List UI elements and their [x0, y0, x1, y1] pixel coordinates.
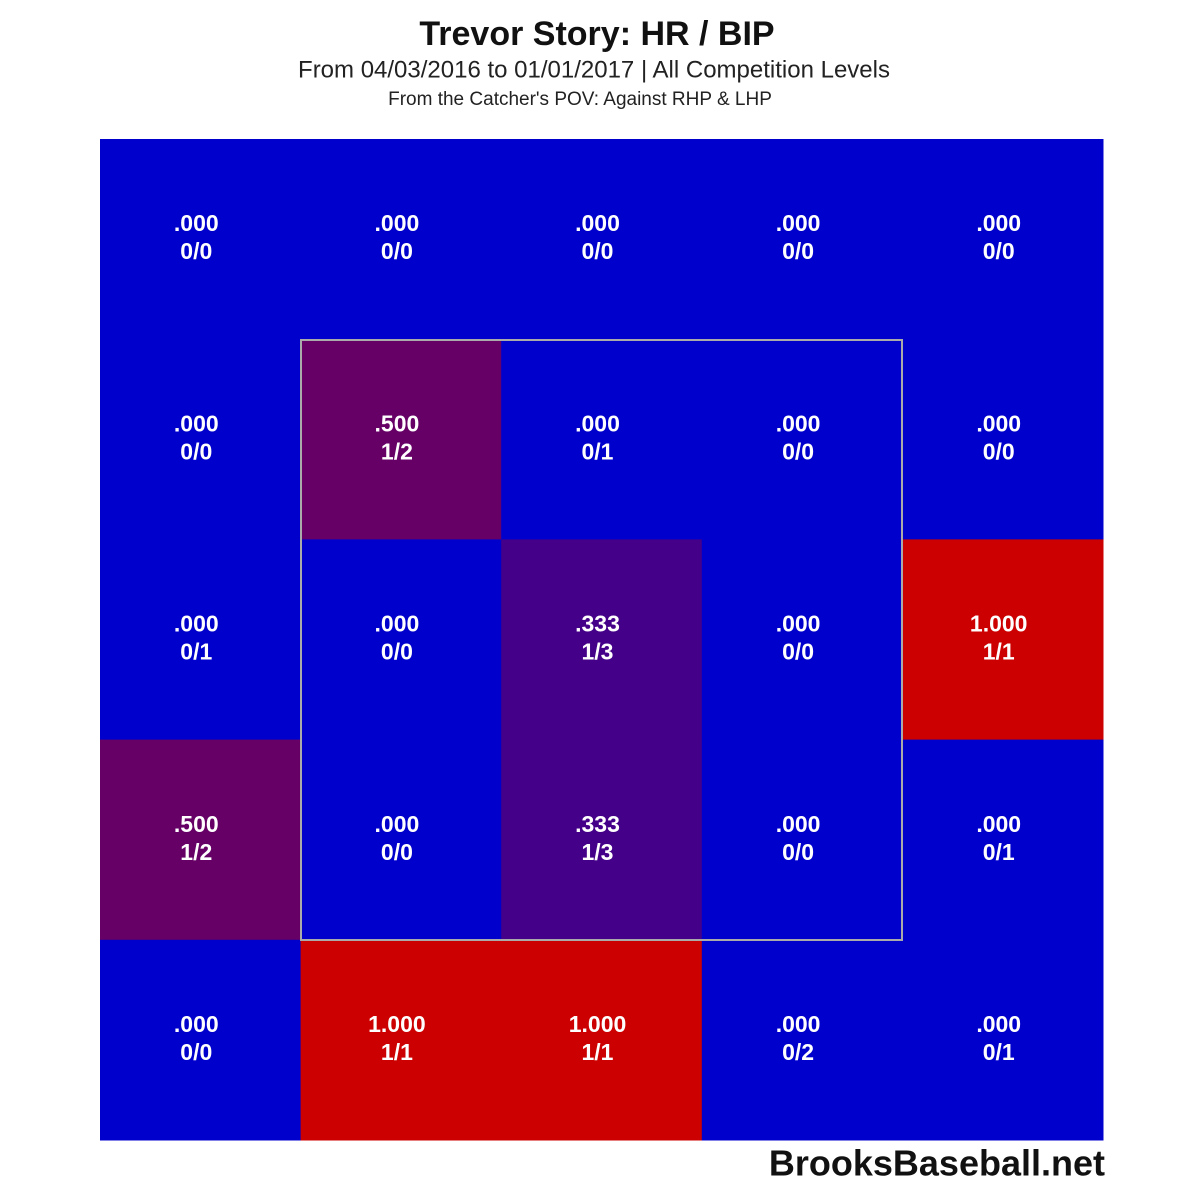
cell-fraction-label: 0/1: [180, 639, 212, 665]
chart-title: Trevor Story: HR / BIP: [419, 15, 774, 53]
heatmap-cell: [902, 739, 1104, 941]
heatmap-cell: [501, 939, 703, 1141]
cell-fraction-label: 0/0: [180, 238, 212, 264]
cell-fraction-label: 0/0: [782, 639, 814, 665]
heatmap-cell: [300, 939, 502, 1141]
heatmap-cell: [902, 539, 1104, 741]
heatmap-cell: [300, 139, 502, 340]
chart-subtitle: From 04/03/2016 to 01/01/2017 | All Comp…: [298, 56, 890, 83]
cell-value-label: .000: [375, 210, 420, 236]
cell-value-label: .500: [375, 410, 420, 436]
cell-fraction-label: 0/0: [381, 639, 413, 665]
heatmap-cell: [300, 739, 502, 941]
cell-fraction-label: 0/0: [582, 238, 614, 264]
cell-value-label: .000: [776, 410, 821, 436]
heatmap-cell: [501, 539, 703, 741]
cell-value-label: .000: [976, 811, 1021, 837]
heatmap-cell: [701, 939, 903, 1141]
heatmap-cell: [701, 139, 903, 340]
cell-value-label: .000: [776, 210, 821, 236]
cell-fraction-label: 0/0: [180, 1039, 212, 1065]
cell-fraction-label: 0/0: [381, 238, 413, 264]
cell-value-label: .000: [174, 611, 219, 637]
cell-fraction-label: 1/1: [582, 1039, 614, 1065]
cell-fraction-label: 0/2: [782, 1039, 814, 1065]
cell-fraction-label: 0/0: [180, 438, 212, 464]
cell-value-label: 1.000: [569, 1011, 627, 1037]
cell-value-label: 1.000: [368, 1011, 426, 1037]
cell-value-label: .000: [174, 210, 219, 236]
cell-value-label: .000: [375, 811, 420, 837]
heatmap-cell: [902, 939, 1104, 1141]
heatmap-cell: [100, 139, 302, 340]
cell-value-label: .000: [976, 410, 1021, 436]
cell-fraction-label: 1/2: [180, 839, 212, 865]
cell-value-label: .333: [575, 611, 620, 637]
cell-value-label: .000: [976, 210, 1021, 236]
heatmap-cell: [300, 339, 502, 540]
cell-fraction-label: 0/0: [782, 839, 814, 865]
cell-fraction-label: 0/1: [983, 839, 1015, 865]
cell-value-label: .500: [174, 811, 219, 837]
cell-value-label: .000: [174, 410, 219, 436]
cell-fraction-label: 1/3: [582, 839, 614, 865]
heatmap-cell: [100, 739, 302, 941]
cell-value-label: .000: [575, 210, 620, 236]
cell-fraction-label: 0/0: [782, 238, 814, 264]
heatmap-cell: [902, 339, 1104, 540]
cell-fraction-label: 0/0: [983, 438, 1015, 464]
cell-value-label: .000: [776, 1011, 821, 1037]
heatmap-cell: [701, 539, 903, 741]
cell-value-label: .000: [575, 410, 620, 436]
cell-fraction-label: 1/1: [381, 1039, 413, 1065]
cell-value-label: .000: [776, 611, 821, 637]
cell-value-label: .333: [575, 811, 620, 837]
cell-fraction-label: 0/1: [582, 438, 614, 464]
cell-value-label: .000: [375, 611, 420, 637]
cell-fraction-label: 0/0: [381, 839, 413, 865]
heatmap-cell: [501, 139, 703, 340]
strike-zone: [300, 339, 903, 941]
heatmap-cell: [501, 739, 703, 941]
cell-fraction-label: 0/0: [782, 438, 814, 464]
chart-note: From the Catcher's POV: Against RHP & LH…: [388, 89, 772, 110]
heatmap-cell: [701, 339, 903, 540]
heatmap-cell: [902, 139, 1104, 340]
heatmap-cell: [100, 939, 302, 1141]
source: BrooksBaseball.net: [769, 1143, 1105, 1184]
cell-fraction-label: 1/2: [381, 438, 413, 464]
heatmap-cell: [100, 539, 302, 741]
cell-value-label: .000: [776, 811, 821, 837]
cell-value-label: 1.000: [970, 611, 1028, 637]
cell-fraction-label: 0/0: [983, 238, 1015, 264]
heatmap-cell: [100, 339, 302, 540]
cell-value-label: .000: [976, 1011, 1021, 1037]
heatmap-cell: [300, 539, 502, 741]
heatmap-cell: [501, 339, 703, 540]
cell-fraction-label: 0/1: [983, 1039, 1015, 1065]
cell-fraction-label: 1/3: [582, 639, 614, 665]
heatmap-cell: [701, 739, 903, 941]
cell-fraction-label: 1/1: [983, 639, 1015, 665]
cell-value-label: .000: [174, 1011, 219, 1037]
heatmap-grid: .0000/0.0000/0.0000/0.0000/0.0000/0.0000…: [100, 139, 1104, 1141]
